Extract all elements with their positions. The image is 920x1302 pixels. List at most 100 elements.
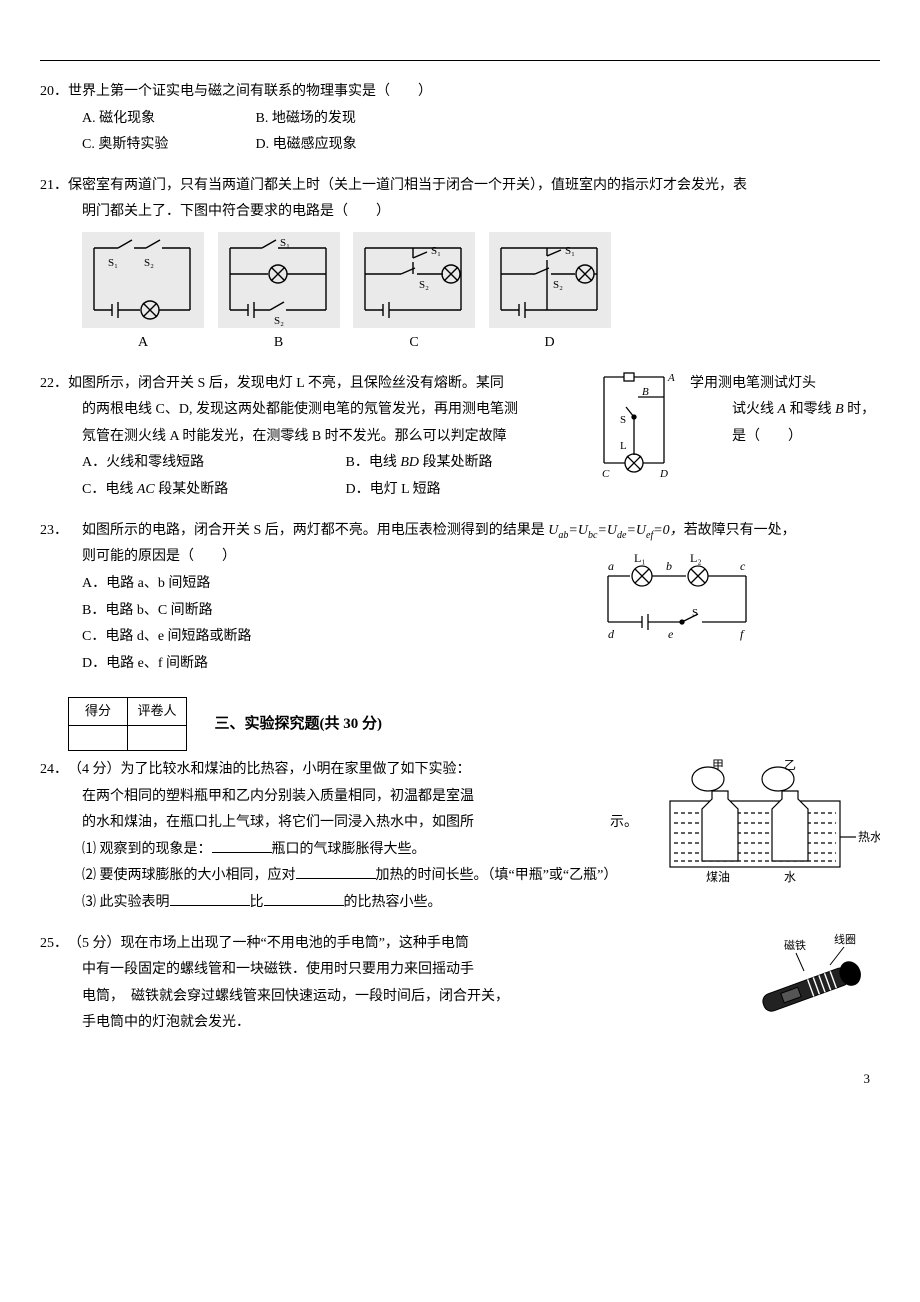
- q22-l1-left: 如图所示，闭合开关 S 后，发现电灯 L 不亮，且保险丝没有熔断。某同: [68, 376, 504, 391]
- section-3-title: 三、实验探究题(共 30 分): [215, 710, 383, 739]
- svg-text:b: b: [666, 559, 672, 573]
- svg-text:L: L: [620, 440, 627, 452]
- q24-blank2: [296, 864, 376, 879]
- top-rule: [40, 60, 880, 61]
- q23-eqend: =0，: [653, 523, 683, 538]
- circuit-c: S₁ S₂ C: [353, 232, 475, 357]
- circuit-a: S₁ S₂ A: [82, 232, 204, 357]
- svg-text:S₁: S₁: [565, 245, 575, 257]
- circuit-d-label: D: [489, 330, 611, 357]
- q25-num: 25．: [40, 931, 68, 958]
- question-22: 22．如图所示，闭合开关 S 后，发现电灯 L 不亮，且保险丝没有熔断。某同 A…: [40, 371, 880, 504]
- q23-opt-d: D．电路 e、f 间断路: [40, 651, 880, 678]
- q20-opt-b: B. 地磁场的发现: [256, 106, 426, 133]
- q24-num: 24．: [40, 757, 68, 784]
- svg-text:C: C: [602, 468, 610, 479]
- q20-text: 世界上第一个证实电与磁之间有联系的物理事实是（ ）: [68, 84, 432, 99]
- q20-options-row2: C. 奥斯特实验 D. 电磁感应现象: [40, 132, 880, 159]
- circuit-b-label: B: [218, 330, 340, 357]
- q23-u2: =U: [568, 523, 588, 538]
- circuit-c-label: C: [353, 330, 475, 357]
- circuit-d: S₁ S₂ D: [489, 232, 611, 357]
- q22-l3-left: 氖管在测火线 A 时能发光，在测零线 B 时不发光。那么可以判定故障: [40, 424, 622, 451]
- svg-text:磁铁: 磁铁: [784, 939, 806, 952]
- q23-text-b: 若故障只有一处，: [684, 523, 796, 538]
- q22-l2-left: 的两根电线 C、D, 发现这两处都能使测电笔的氖管发光，再用测电笔测: [82, 402, 518, 417]
- q23-u4: =U: [626, 523, 646, 538]
- question-24: 甲 乙 热水 煤油 水 24．（4 分）为了比较水和煤油的比热容，小明在家里做了…: [40, 757, 880, 917]
- score-h1: 得分: [69, 698, 128, 726]
- q24-p1a: ⑴ 观察到的现象是：: [82, 842, 212, 857]
- q22-line3: 氖管在测火线 A 时能发光，在测零线 B 时不发光。那么可以判定故障 是（ ）: [40, 424, 880, 451]
- q24-p1b: 瓶口的气球膨胀得大些。: [272, 842, 426, 857]
- q24-p2b: 加热的时间长些。（填“甲瓶”或“乙瓶”）: [376, 868, 618, 883]
- q24-blank4: [264, 891, 344, 906]
- q22-options-row2: C．电线 AC 段某处断路 D．电灯 L 短路: [40, 477, 880, 504]
- q24-p3b: 比: [250, 895, 264, 910]
- svg-text:c: c: [740, 559, 746, 573]
- q22-opt-d: D．电灯 L 短路: [346, 482, 441, 497]
- svg-text:S₂: S₂: [274, 315, 284, 327]
- svg-text:f: f: [740, 627, 745, 641]
- q24-p3a: ⑶ 此实验表明: [82, 895, 170, 910]
- svg-text:S₂: S₂: [553, 279, 563, 291]
- q22-opt-a: A．火线和零线短路: [82, 450, 342, 477]
- q24-p2a: ⑵ 要使两球膨胀的大小相同，应对: [82, 868, 296, 883]
- svg-text:a: a: [608, 559, 614, 573]
- svg-text:水: 水: [784, 870, 796, 884]
- score-cell1: [69, 725, 128, 750]
- q22-num: 22．: [40, 371, 68, 398]
- page-number: 3: [40, 1067, 880, 1092]
- q22-l1-right: 学用测电笔测试灯头: [690, 371, 880, 398]
- q23-u3: =U: [597, 523, 617, 538]
- q22-l2-ra: 试火线: [732, 402, 778, 417]
- q22-l2-rb: 和零线: [786, 402, 835, 417]
- q22-c-it: AC: [137, 482, 155, 497]
- q23-stem: 23． 如图所示的电路，闭合开关 S 后，两灯都不亮。用电压表检测得到的结果是 …: [40, 518, 880, 545]
- q20-num: 20．: [40, 79, 68, 106]
- q22-b-post: 段某处断路: [419, 455, 493, 470]
- svg-text:B: B: [642, 386, 649, 398]
- svg-text:线圈: 线圈: [834, 932, 856, 946]
- svg-text:L₂: L₂: [690, 551, 702, 565]
- circuit-b: S₁ S₂ B: [218, 232, 340, 357]
- q24-text: （4 分）为了比较水和煤油的比热容，小明在家里做了如下实验：: [68, 762, 471, 777]
- q21-stem: 21．保密室有两道门，只有当两道门都关上时（关上一道门相当于闭合一个开关），值班…: [40, 173, 880, 200]
- q24-l3-tail: 示。: [610, 810, 638, 837]
- svg-text:S₂: S₂: [144, 257, 154, 269]
- question-21: 21．保密室有两道门，只有当两道门都关上时（关上一道门相当于闭合一个开关），值班…: [40, 173, 880, 357]
- q22-l2-A: A: [778, 402, 787, 417]
- q24-blank1: [212, 838, 272, 853]
- q24-l3: 的水和煤油，在瓶口扎上气球，将它们一同浸入热水中，如图所: [82, 815, 474, 830]
- score-cell2: [128, 725, 187, 750]
- question-25: 线圈 磁铁 25．（5 分）现在市场上出现了一种“不用电池的手电筒”，: [40, 931, 880, 1037]
- q22-b-pre: B．电线: [346, 455, 401, 470]
- q22-figure: A B S L C D: [584, 369, 684, 479]
- svg-text:L₁: L₁: [634, 551, 646, 565]
- svg-text:A: A: [667, 372, 675, 384]
- q20-opt-d: D. 电磁感应现象: [256, 132, 426, 159]
- svg-text:S₁: S₁: [108, 257, 118, 269]
- svg-text:e: e: [668, 627, 674, 641]
- q24-blank3: [170, 891, 250, 906]
- q23-eq: Uab=Ubc=Ude=Uef=0，: [548, 523, 683, 538]
- q23-num: 23．: [40, 518, 68, 545]
- section-3-header: 得分评卷人 三、实验探究题(共 30 分): [40, 691, 880, 757]
- question-23: 23． 如图所示的电路，闭合开关 S 后，两灯都不亮。用电压表检测得到的结果是 …: [40, 518, 880, 678]
- q23-figure: a L₁ b L₂ c d e S f: [590, 548, 790, 644]
- svg-text:S: S: [620, 414, 626, 426]
- q22-line1: 22．如图所示，闭合开关 S 后，发现电灯 L 不亮，且保险丝没有熔断。某同 A…: [40, 371, 880, 398]
- svg-text:煤油: 煤油: [706, 870, 730, 884]
- q20-opt-a: A. 磁化现象: [82, 106, 252, 133]
- svg-text:D: D: [659, 468, 668, 479]
- q22-c-post: 段某处断路: [155, 482, 229, 497]
- svg-text:S₁: S₁: [431, 245, 441, 257]
- q22-l3-right: 是（ ）: [732, 424, 880, 451]
- svg-text:S: S: [692, 607, 698, 619]
- circuit-a-label: A: [82, 330, 204, 357]
- q22-opt-c: C．电线 AC 段某处断路: [82, 477, 342, 504]
- svg-text:d: d: [608, 627, 615, 641]
- score-table: 得分评卷人: [68, 697, 187, 751]
- svg-text:S₁: S₁: [280, 237, 290, 249]
- svg-text:S₂: S₂: [419, 279, 429, 291]
